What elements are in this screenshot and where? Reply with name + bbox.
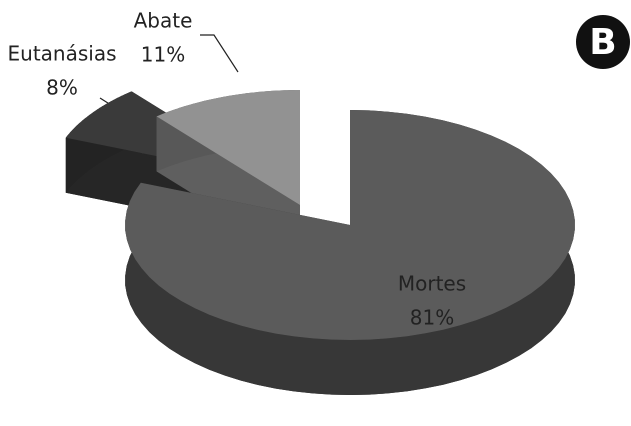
panel-label: B xyxy=(589,22,616,63)
leader-line xyxy=(200,34,239,73)
slice-label: Mortes xyxy=(398,272,466,296)
slice-value-label: 81% xyxy=(410,306,454,330)
panel-badge xyxy=(576,15,630,69)
slice-value-label: 11% xyxy=(141,43,185,67)
slice-value-label: 8% xyxy=(46,76,78,100)
slice xyxy=(125,110,575,340)
slice xyxy=(156,90,300,205)
slice-label: Abate xyxy=(134,9,193,33)
slice-label: Eutanásias xyxy=(8,42,117,66)
